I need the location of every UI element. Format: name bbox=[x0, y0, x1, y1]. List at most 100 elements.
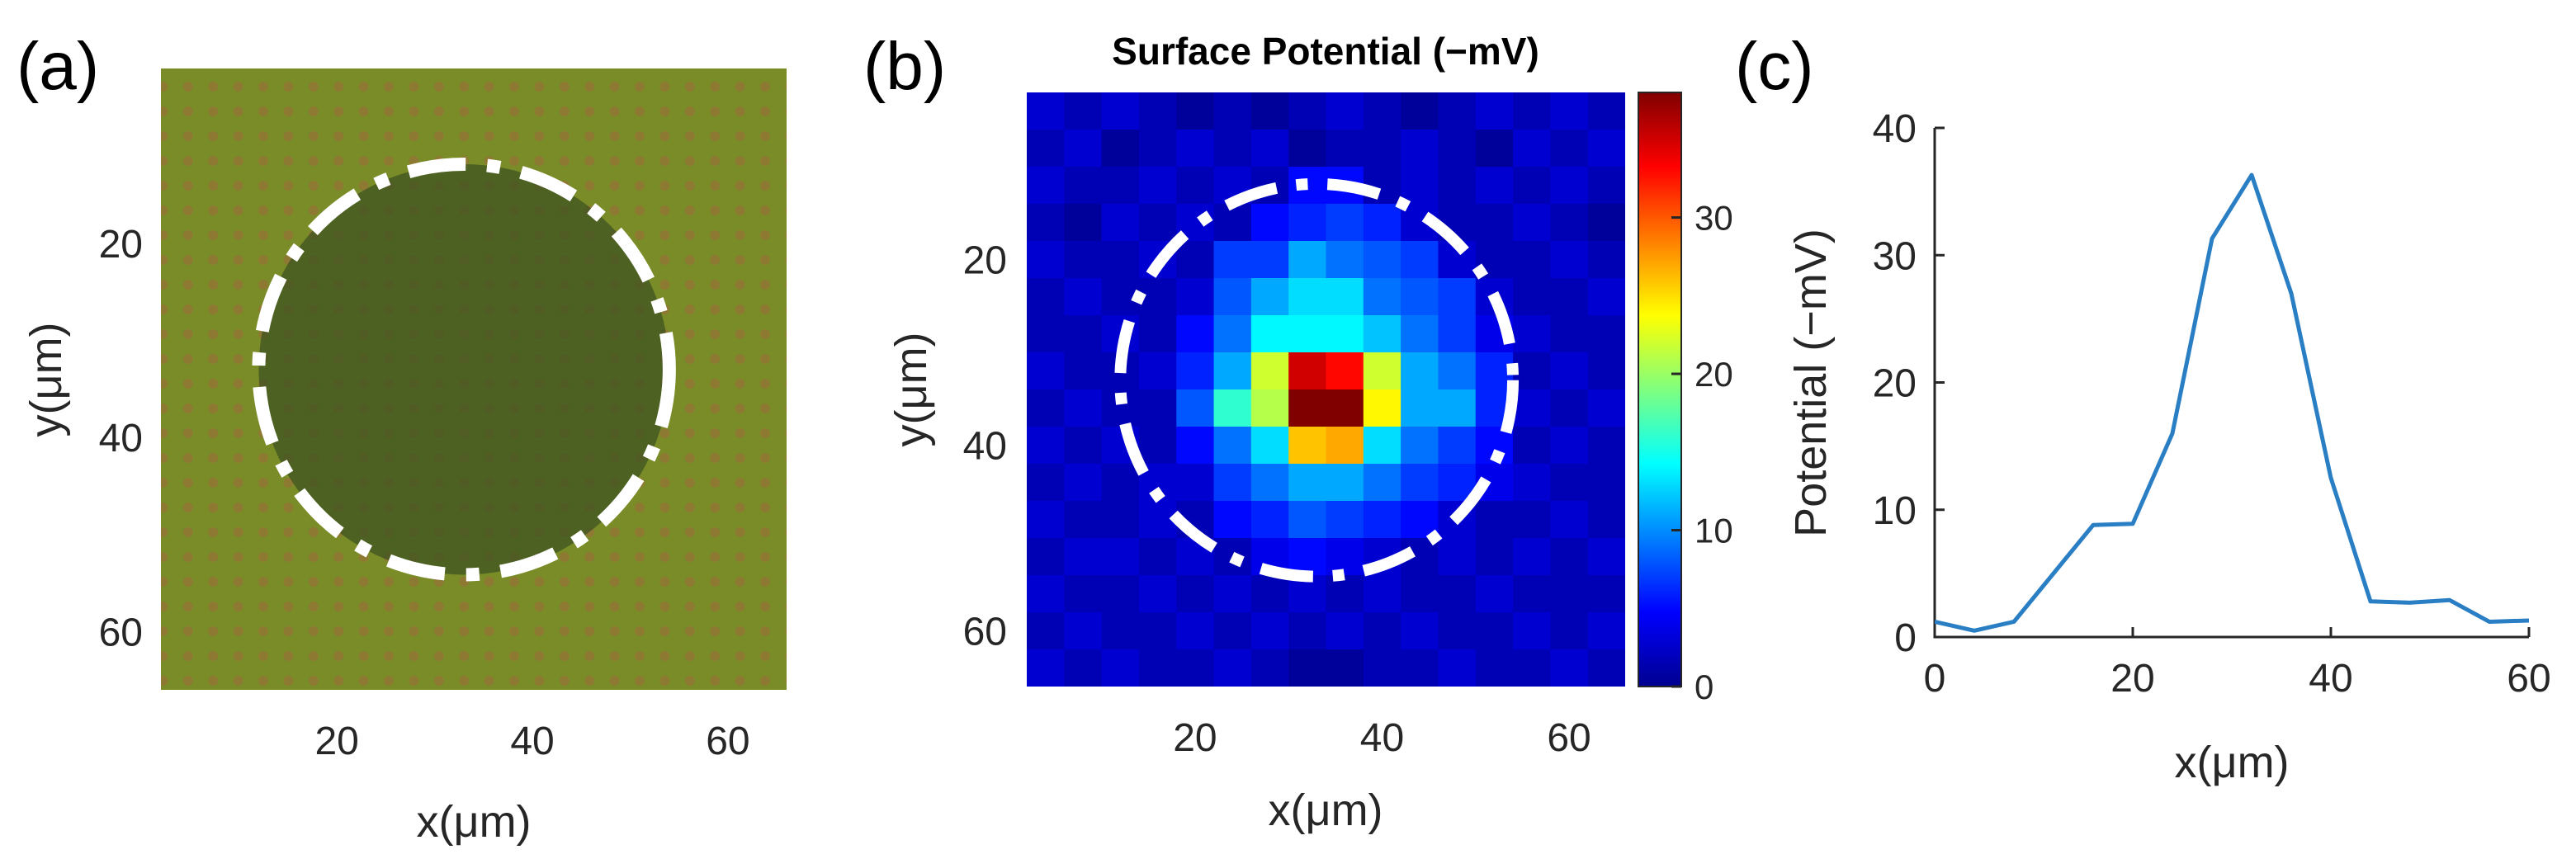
heatmap-cell bbox=[1587, 278, 1625, 316]
heatmap-cell bbox=[1213, 649, 1252, 687]
heatmap-cell bbox=[1288, 278, 1327, 316]
heatmap-cell bbox=[1401, 315, 1439, 353]
panel-a-y-axis-label: y(μm) bbox=[21, 322, 71, 437]
panel-a-y-ticks: 20 40 60 bbox=[99, 223, 143, 655]
heatmap-cell bbox=[1250, 130, 1289, 168]
heatmap-cell bbox=[1326, 575, 1364, 613]
heatmap-cell bbox=[1513, 575, 1551, 613]
heatmap-cell bbox=[1475, 575, 1514, 613]
heatmap-cell bbox=[1288, 427, 1327, 465]
heatmap-cell bbox=[1064, 315, 1103, 353]
heatmap-cell bbox=[1027, 278, 1065, 316]
heatmap-cell bbox=[1401, 389, 1439, 427]
heatmap-cell bbox=[1064, 204, 1103, 242]
heatmap-cell bbox=[1326, 241, 1364, 279]
panel-a-x-ticks: 20 40 60 bbox=[314, 720, 749, 763]
heatmap-cell bbox=[1288, 464, 1327, 502]
heatmap-cell bbox=[1213, 575, 1252, 613]
heatmap-cell bbox=[1326, 538, 1364, 576]
panel-b: (b) Surface Potential (−mV) 20 40 60 20 40 6… bbox=[863, 29, 1733, 835]
panel-a-y-tick-label: 60 bbox=[99, 611, 143, 654]
heatmap-cell bbox=[1064, 389, 1103, 427]
heatmap-cell bbox=[1138, 130, 1177, 168]
panel-a-dash-dot-circle bbox=[252, 158, 676, 582]
panel-b-title: Surface Potential (−mV) bbox=[1112, 30, 1539, 73]
heatmap-cell bbox=[1027, 241, 1065, 279]
heatmap-cell bbox=[1401, 130, 1439, 168]
heatmap-cell bbox=[1064, 278, 1103, 316]
heatmap-cell bbox=[1176, 389, 1215, 427]
panel-b-y-tick-label: 40 bbox=[963, 425, 1007, 469]
heatmap-cell bbox=[1064, 92, 1103, 130]
heatmap-cell bbox=[1587, 464, 1625, 502]
heatmap-cell bbox=[1326, 612, 1364, 650]
heatmap-cell bbox=[1326, 315, 1364, 353]
heatmap-cell bbox=[1288, 241, 1327, 279]
heatmap-cell bbox=[1401, 649, 1439, 687]
heatmap-cell bbox=[1101, 538, 1140, 576]
heatmap-cell bbox=[1101, 204, 1140, 242]
heatmap-cell bbox=[1587, 575, 1625, 613]
heatmap-cell bbox=[1138, 649, 1177, 687]
heatmap-cell bbox=[1250, 352, 1289, 390]
heatmap-cell bbox=[1176, 92, 1215, 130]
colorbar-tick-label: 20 bbox=[1694, 355, 1733, 394]
heatmap-cell bbox=[1513, 612, 1551, 650]
heatmap-cell bbox=[1513, 389, 1551, 427]
heatmap-cell bbox=[1101, 130, 1140, 168]
heatmap-cell bbox=[1176, 612, 1215, 650]
heatmap-cell bbox=[1550, 649, 1589, 687]
heatmap-cell bbox=[1363, 612, 1401, 650]
heatmap-cell bbox=[1475, 130, 1514, 168]
heatmap-cell bbox=[1438, 538, 1477, 576]
heatmap-cell bbox=[1587, 167, 1625, 205]
heatmap-cell bbox=[1550, 464, 1589, 502]
heatmap-cell bbox=[1587, 315, 1625, 353]
heatmap-cell bbox=[1326, 352, 1364, 390]
panel-a-y-tick-label: 40 bbox=[99, 417, 143, 460]
heatmap-cell bbox=[1326, 649, 1364, 687]
heatmap-cell bbox=[1587, 204, 1625, 242]
heatmap-cell bbox=[1475, 92, 1514, 130]
heatmap-cell bbox=[1550, 315, 1589, 353]
heatmap-cell bbox=[1363, 315, 1401, 353]
panel-a-label: (a) bbox=[17, 29, 99, 104]
heatmap-cell bbox=[1550, 501, 1589, 539]
heatmap-cell bbox=[1176, 315, 1215, 353]
heatmap-cell bbox=[1101, 575, 1140, 613]
heatmap-cell bbox=[1027, 204, 1065, 242]
panel-c-x-tick-label: 20 bbox=[2110, 657, 2154, 701]
heatmap-cell bbox=[1138, 352, 1177, 390]
heatmap-cell bbox=[1213, 130, 1252, 168]
heatmap-cell bbox=[1250, 315, 1289, 353]
heatmap-cell bbox=[1513, 130, 1551, 168]
heatmap-cell bbox=[1587, 501, 1625, 539]
heatmap-cell bbox=[1250, 92, 1289, 130]
panel-b-label: (b) bbox=[863, 29, 946, 104]
panel-c-x-axis-label: x(μm) bbox=[2174, 738, 2289, 787]
heatmap-cell bbox=[1027, 464, 1065, 502]
heatmap-cell bbox=[1288, 352, 1327, 390]
panel-c-series-line bbox=[1935, 172, 2529, 633]
heatmap-cell bbox=[1587, 389, 1625, 427]
panel-c: (c) 0 20 40 60 0 10 20 30 40 x(μm) Potential (−… bbox=[1735, 29, 2551, 787]
heatmap-cell bbox=[1288, 204, 1327, 242]
heatmap-cell bbox=[1138, 92, 1177, 130]
heatmap-cell bbox=[1250, 427, 1289, 465]
heatmap-cell bbox=[1064, 167, 1103, 205]
heatmap-cell bbox=[1250, 501, 1289, 539]
heatmap-cell bbox=[1064, 649, 1103, 687]
heatmap-cell bbox=[1176, 464, 1215, 502]
heatmap-cell bbox=[1250, 204, 1289, 242]
panel-b-heatmap bbox=[1027, 92, 1625, 687]
heatmap-cell bbox=[1401, 241, 1439, 279]
heatmap-cell bbox=[1250, 649, 1289, 687]
panel-c-label: (c) bbox=[1735, 29, 1814, 104]
heatmap-cell bbox=[1101, 501, 1140, 539]
heatmap-cell bbox=[1363, 649, 1401, 687]
panel-b-y-tick-label: 60 bbox=[963, 611, 1007, 654]
heatmap-cell bbox=[1213, 278, 1252, 316]
heatmap-cell bbox=[1288, 612, 1327, 650]
heatmap-cell bbox=[1288, 501, 1327, 539]
